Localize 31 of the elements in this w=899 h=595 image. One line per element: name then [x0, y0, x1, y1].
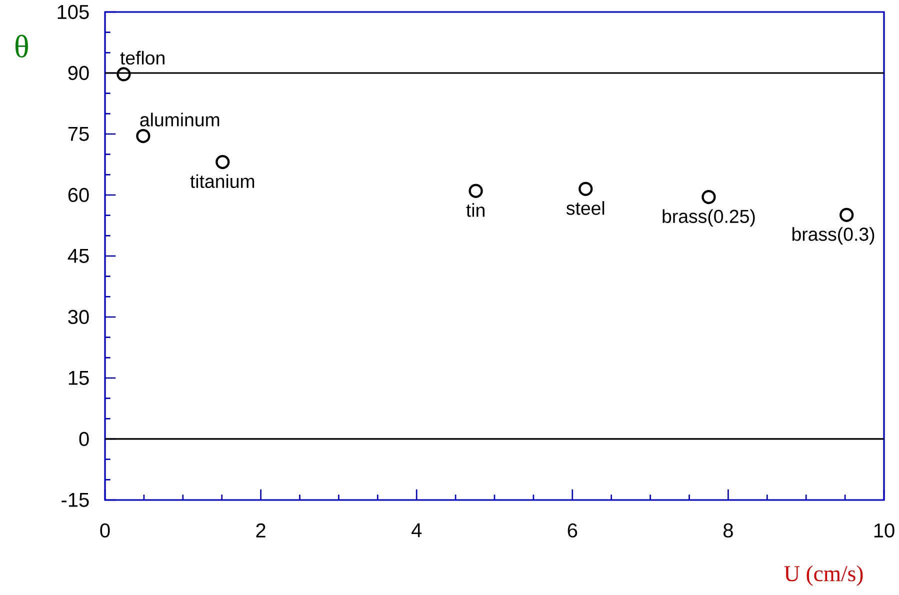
x-axis-title: U (cm/s) — [784, 565, 863, 586]
x-tick-label: 0 — [100, 523, 110, 538]
y-tick-label: 45 — [68, 249, 89, 263]
y-tick-label: 75 — [68, 127, 89, 141]
point — [468, 184, 483, 198]
y-tick-label: 60 — [68, 188, 89, 202]
x-tick-label: 8 — [724, 523, 733, 538]
annotation: aluminum — [140, 112, 220, 126]
annotation: brass(0.3) — [792, 227, 874, 245]
x-tick-label: 4 — [412, 523, 422, 538]
x-tick-label: 2 — [256, 523, 266, 538]
point — [136, 128, 150, 144]
y-tick-label: -15 — [62, 493, 89, 507]
y-tick-label: 90 — [68, 66, 89, 80]
y-tick-label: 105 — [58, 4, 89, 20]
y-tick-label: 15 — [68, 371, 89, 385]
point — [216, 154, 230, 170]
point — [840, 208, 854, 222]
annotation: titanium — [190, 174, 254, 188]
x-tick-label: 6 — [568, 523, 578, 538]
point — [116, 67, 131, 82]
point — [578, 182, 593, 196]
y-axis-title: θ — [16, 34, 28, 58]
x-tick-label: 10 — [874, 523, 894, 538]
annotation: teflon — [120, 50, 164, 65]
y-tick-label: 0 — [79, 432, 89, 446]
point — [702, 190, 716, 204]
y-tick-label: 30 — [68, 310, 89, 324]
annotation: brass(0.25) — [662, 209, 755, 227]
annotation: steel — [566, 201, 604, 215]
annotation: tin — [466, 203, 484, 217]
